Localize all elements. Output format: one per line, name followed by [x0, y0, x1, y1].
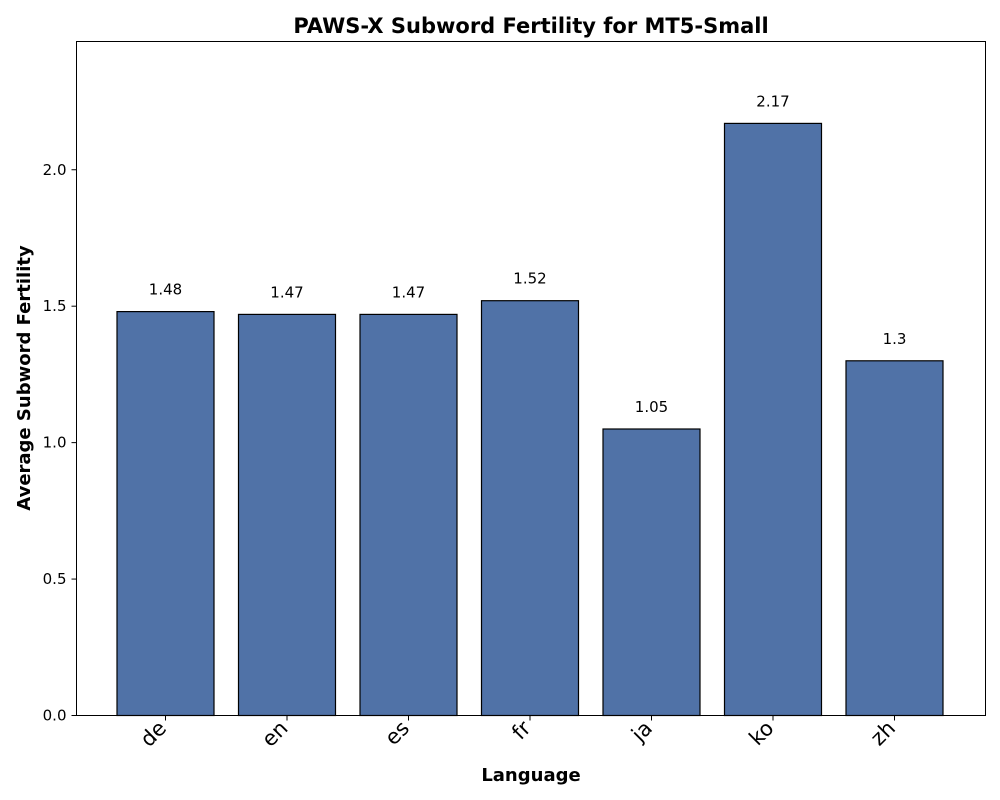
y-tick-label-2.0: 2.0 — [43, 161, 67, 179]
bar-zh — [845, 360, 944, 717]
bar-de — [116, 311, 215, 717]
bar-value-label-zh: 1.3 — [883, 330, 907, 348]
bar-value-label-es: 1.47 — [392, 283, 425, 301]
bar-ko — [723, 122, 823, 717]
bar-ja — [602, 428, 701, 717]
bar-value-label-en: 1.47 — [270, 283, 303, 301]
x-tick-label-zh: zh — [866, 716, 900, 750]
y-tick-label-0.5: 0.5 — [43, 570, 67, 588]
y-tick-label-0.0: 0.0 — [43, 707, 67, 725]
bar-es — [359, 313, 458, 717]
x-tick-label-fr: fr — [507, 716, 536, 745]
plot-frame — [76, 41, 986, 716]
x-tick-label-ja: ja — [626, 716, 657, 747]
bar-fr — [480, 300, 580, 717]
chart-title: PAWS-X Subword Fertility for MT5-Small — [293, 14, 768, 38]
y-axis-label: Average Subword Fertility — [14, 245, 35, 511]
x-tick-label-de: de — [136, 716, 172, 752]
y-tick-label-1.0: 1.0 — [43, 434, 67, 452]
x-tick-label-es: es — [380, 716, 414, 750]
bar-en — [237, 313, 337, 717]
bar-value-label-ja: 1.05 — [635, 398, 668, 416]
bar-value-label-ko: 2.17 — [756, 92, 789, 110]
bar-value-label-de: 1.48 — [149, 281, 182, 299]
y-tick-label-1.5: 1.5 — [43, 297, 67, 315]
x-tick-label-en: en — [257, 716, 293, 752]
bar-value-label-fr: 1.52 — [513, 270, 546, 288]
x-tick-label-ko: ko — [744, 716, 778, 750]
x-axis-label: Language — [481, 765, 580, 786]
